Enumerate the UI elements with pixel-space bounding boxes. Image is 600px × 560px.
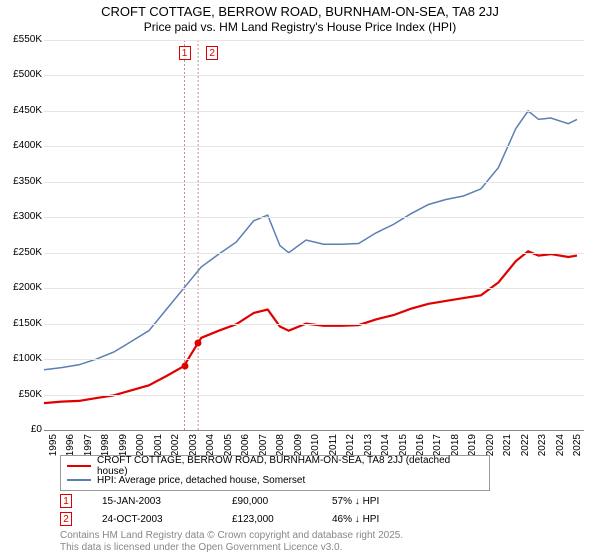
y-tick-label: £300K: [2, 211, 42, 222]
sale-records: 1 15-JAN-2003 £90,000 57% ↓ HPI 2 24-OCT…: [60, 492, 432, 528]
hpi-series-line: [44, 111, 577, 370]
chart-subtitle: Price paid vs. HM Land Registry's House …: [0, 20, 600, 34]
sale-record-price: £90,000: [232, 496, 332, 507]
sale-record-row: 1 15-JAN-2003 £90,000 57% ↓ HPI: [60, 492, 432, 510]
x-tick-label: 2023: [537, 434, 548, 464]
x-tick-label: 2022: [520, 434, 531, 464]
y-tick-label: £200K: [2, 282, 42, 293]
y-tick-label: £100K: [2, 353, 42, 364]
sale-record-diff: 57% ↓ HPI: [332, 496, 432, 507]
sale-marker: 1: [179, 46, 191, 60]
sale-dot: [195, 339, 202, 346]
y-tick-label: £150K: [2, 318, 42, 329]
y-tick-label: £400K: [2, 140, 42, 151]
sale-record-date: 24-OCT-2003: [102, 514, 232, 525]
subject-series-line: [44, 251, 577, 403]
y-tick-label: £0: [2, 424, 42, 435]
sale-record-row: 2 24-OCT-2003 £123,000 46% ↓ HPI: [60, 510, 432, 528]
sale-record-price: £123,000: [232, 514, 332, 525]
sale-marker: 2: [206, 46, 218, 60]
y-tick-label: £350K: [2, 176, 42, 187]
y-tick-label: £50K: [2, 389, 42, 400]
legend-swatch: [67, 465, 91, 468]
x-tick-label: 2025: [572, 434, 583, 464]
y-tick-label: £550K: [2, 34, 42, 45]
sale-record-diff: 46% ↓ HPI: [332, 514, 432, 525]
attribution-text: Contains HM Land Registry data © Crown c…: [60, 530, 403, 554]
x-tick-label: 2024: [555, 434, 566, 464]
sale-record-marker: 2: [60, 512, 72, 526]
chart-svg: [44, 40, 584, 430]
legend: CROFT COTTAGE, BERROW ROAD, BURNHAM-ON-S…: [60, 455, 490, 491]
legend-item-subject: CROFT COTTAGE, BERROW ROAD, BURNHAM-ON-S…: [67, 459, 483, 473]
chart-title: CROFT COTTAGE, BERROW ROAD, BURNHAM-ON-S…: [0, 4, 600, 19]
x-tick-label: 1995: [48, 434, 59, 464]
x-tick-label: 2021: [502, 434, 513, 464]
y-tick-label: £250K: [2, 247, 42, 258]
sale-record-marker: 1: [60, 494, 72, 508]
sale-dot: [181, 363, 188, 370]
legend-swatch: [67, 479, 91, 481]
y-tick-label: £450K: [2, 105, 42, 116]
y-tick-label: £500K: [2, 69, 42, 80]
legend-label: HPI: Average price, detached house, Some…: [97, 475, 305, 486]
sale-record-date: 15-JAN-2003: [102, 496, 232, 507]
chart-container: CROFT COTTAGE, BERROW ROAD, BURNHAM-ON-S…: [0, 0, 600, 560]
